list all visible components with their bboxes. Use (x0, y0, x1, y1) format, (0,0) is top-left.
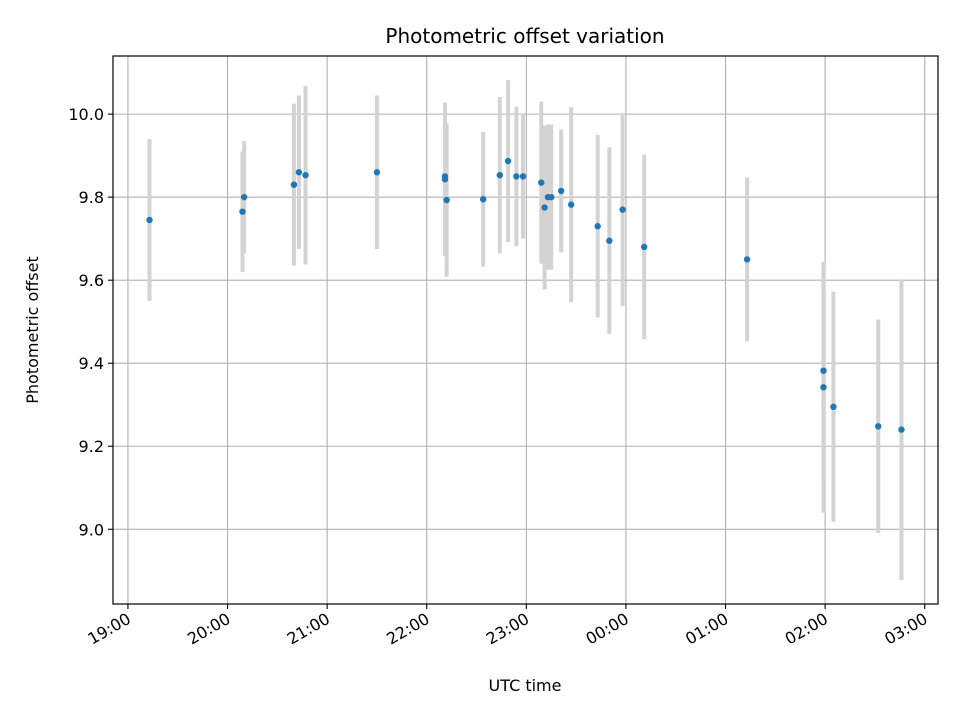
y-tick-label: 9.4 (79, 354, 104, 373)
data-point (302, 171, 309, 179)
y-tick-label: 10.0 (68, 105, 104, 124)
data-point (619, 206, 626, 213)
data-point (513, 173, 520, 180)
plot-frame (112, 55, 939, 605)
y-tick-label: 9.8 (79, 188, 104, 207)
data-point (743, 256, 751, 263)
y-tick-label: 9.0 (79, 520, 104, 539)
data-point (606, 237, 613, 244)
y-tick-label: 9.6 (79, 271, 104, 290)
data-point (443, 196, 450, 204)
data-points (146, 157, 905, 433)
data-point (541, 204, 548, 211)
data-point (504, 157, 512, 165)
data-point (441, 173, 449, 180)
data-point (538, 179, 545, 186)
data-point (240, 193, 248, 201)
data-point (496, 171, 503, 179)
data-point (373, 169, 381, 176)
y-axis-label: Photometric offset (23, 256, 42, 404)
data-point (519, 173, 527, 180)
data-point (479, 196, 487, 203)
data-point (290, 181, 298, 188)
data-point (239, 208, 246, 215)
data-point (567, 201, 575, 208)
data-point (875, 423, 882, 430)
data-point (640, 243, 648, 251)
data-point (594, 223, 601, 230)
data-point (548, 193, 555, 201)
x-axis-label: UTC time (489, 676, 562, 695)
data-point (295, 169, 303, 176)
y-tick-label: 9.2 (79, 437, 104, 456)
data-point (820, 367, 827, 374)
data-point (146, 216, 153, 224)
data-point (830, 403, 837, 411)
chart-title: Photometric offset variation (385, 24, 664, 48)
grid-lines (113, 56, 938, 604)
data-point (557, 187, 565, 195)
data-point (820, 384, 827, 391)
y-axis-ticks: 9.0 9.2 9.4 9.6 9.8 10.0 (68, 105, 113, 539)
data-point (898, 426, 905, 433)
